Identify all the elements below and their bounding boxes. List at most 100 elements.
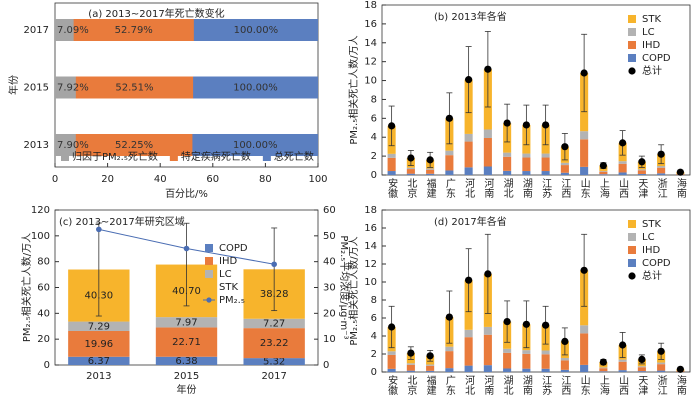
chart-title: (b) 2013年各省 (434, 10, 507, 23)
bar-segment (541, 157, 550, 172)
bar-segment (426, 365, 435, 371)
bar-segment (68, 330, 130, 357)
legend-label: 总死亡数 (274, 150, 314, 163)
value-label: 52.51% (115, 83, 153, 94)
chart-title: (d) 2017年各省 (434, 215, 507, 228)
bar-segment (637, 366, 646, 368)
y-tick-label: 4 (371, 331, 377, 342)
bar-segment (522, 350, 531, 354)
plot-frame (381, 209, 691, 373)
bar (55, 19, 74, 41)
x-tick-label: 安徽 (386, 177, 398, 199)
legend-label: COPD (642, 258, 671, 269)
y-tick-label: 100 (31, 231, 50, 242)
legend-swatch (628, 220, 636, 228)
value-label: 7.92% (57, 83, 89, 94)
legend-label: IHD (642, 40, 660, 51)
bar-segment (445, 170, 454, 175)
total-dot (561, 143, 569, 151)
y2-axis-label: PM₂.₅平均浓度/μg·m⁻³ (338, 235, 351, 339)
bar-segment (406, 363, 415, 365)
total-dot (522, 121, 530, 129)
bar-segment (657, 166, 666, 168)
value-label: 19.96 (85, 339, 114, 350)
total-dot (676, 365, 684, 373)
x-tick-label: 山东 (578, 178, 590, 198)
legend-label: STK (219, 282, 238, 293)
total-dot (465, 276, 473, 284)
x-tick-label: 天津 (636, 178, 648, 199)
bar-segment (541, 171, 550, 175)
bar-segment (406, 370, 415, 372)
legend-label: LC (642, 232, 655, 243)
total-dot (638, 355, 646, 363)
bar-segment (68, 321, 130, 331)
bar-segment (541, 350, 550, 355)
y-tick-label: 6 (371, 313, 377, 324)
value-label: 100.00% (234, 25, 279, 36)
total-dot (426, 352, 434, 360)
bar-segment (243, 328, 305, 359)
bar-segment (580, 364, 589, 372)
total-dot (676, 168, 684, 176)
x-tick-label: 浙江 (655, 178, 667, 198)
bar-segment (155, 356, 218, 365)
bar-segment (503, 170, 512, 175)
total-dot (561, 337, 569, 345)
total-dot (426, 156, 434, 164)
value-label: 52.25% (115, 140, 153, 151)
x-tick-label: 100 (308, 174, 327, 185)
x-tick-label: 天津 (636, 375, 648, 396)
bar-segment (483, 137, 492, 167)
total-dot (542, 321, 550, 329)
bar (55, 19, 194, 41)
y2-tick-label: 10 (323, 334, 336, 345)
y-tick-label: 0 (371, 170, 377, 181)
y-axis-label: PM₂.₅相关死亡人数/万人 (347, 35, 360, 144)
legend-swatch (205, 244, 213, 252)
bar-segment (580, 325, 589, 334)
bar-segment (483, 365, 492, 372)
total-dot (522, 320, 530, 328)
legend-swatch (61, 153, 69, 161)
bar-segment (657, 167, 666, 174)
total-dot (503, 318, 511, 326)
y-tick-label: 80 (37, 257, 50, 268)
bar-segment (387, 351, 396, 355)
value-label: 23.22 (260, 338, 289, 349)
bar-segment (560, 369, 569, 372)
bar-segment (560, 165, 569, 173)
bar-segment (68, 356, 130, 365)
y-tick-label: 16 (364, 19, 377, 30)
bar-segment (618, 172, 627, 175)
value-label: 22.71 (172, 337, 201, 348)
x-tick-label: 北京 (405, 375, 417, 396)
y-tick-label: 14 (364, 38, 377, 49)
bar-segment (657, 370, 666, 372)
legend-swatch (169, 153, 178, 161)
bar-segment (387, 157, 396, 172)
y-tick-label: 2017 (24, 25, 49, 36)
y-tick-label: 8 (371, 295, 377, 306)
total-dot (599, 161, 607, 170)
bar-segment (560, 162, 569, 166)
total-dot (619, 139, 627, 147)
legend-label: 归因于PM₂.₅死亡数 (72, 150, 158, 163)
chart-title: (c) 2013~2017年研究区域 (59, 215, 185, 228)
bar-segment (541, 153, 550, 158)
bar-segment (522, 153, 531, 158)
y-tick-label: 40 (37, 308, 50, 319)
bar-segment (426, 169, 435, 174)
y-tick-label: 12 (364, 57, 377, 68)
y-tick-label: 10 (364, 277, 377, 288)
x-tick-label: 安徽 (386, 374, 398, 396)
total-dot (388, 323, 396, 331)
legend-label: 总计 (642, 269, 662, 282)
x-tick-label: 上海 (597, 375, 609, 396)
legend-label: LC (219, 269, 232, 280)
value-label: 100.00% (233, 83, 278, 94)
x-tick-label: 湖南 (520, 375, 532, 395)
legend-swatch (205, 270, 213, 278)
y2-tick-label: 40 (323, 257, 336, 268)
